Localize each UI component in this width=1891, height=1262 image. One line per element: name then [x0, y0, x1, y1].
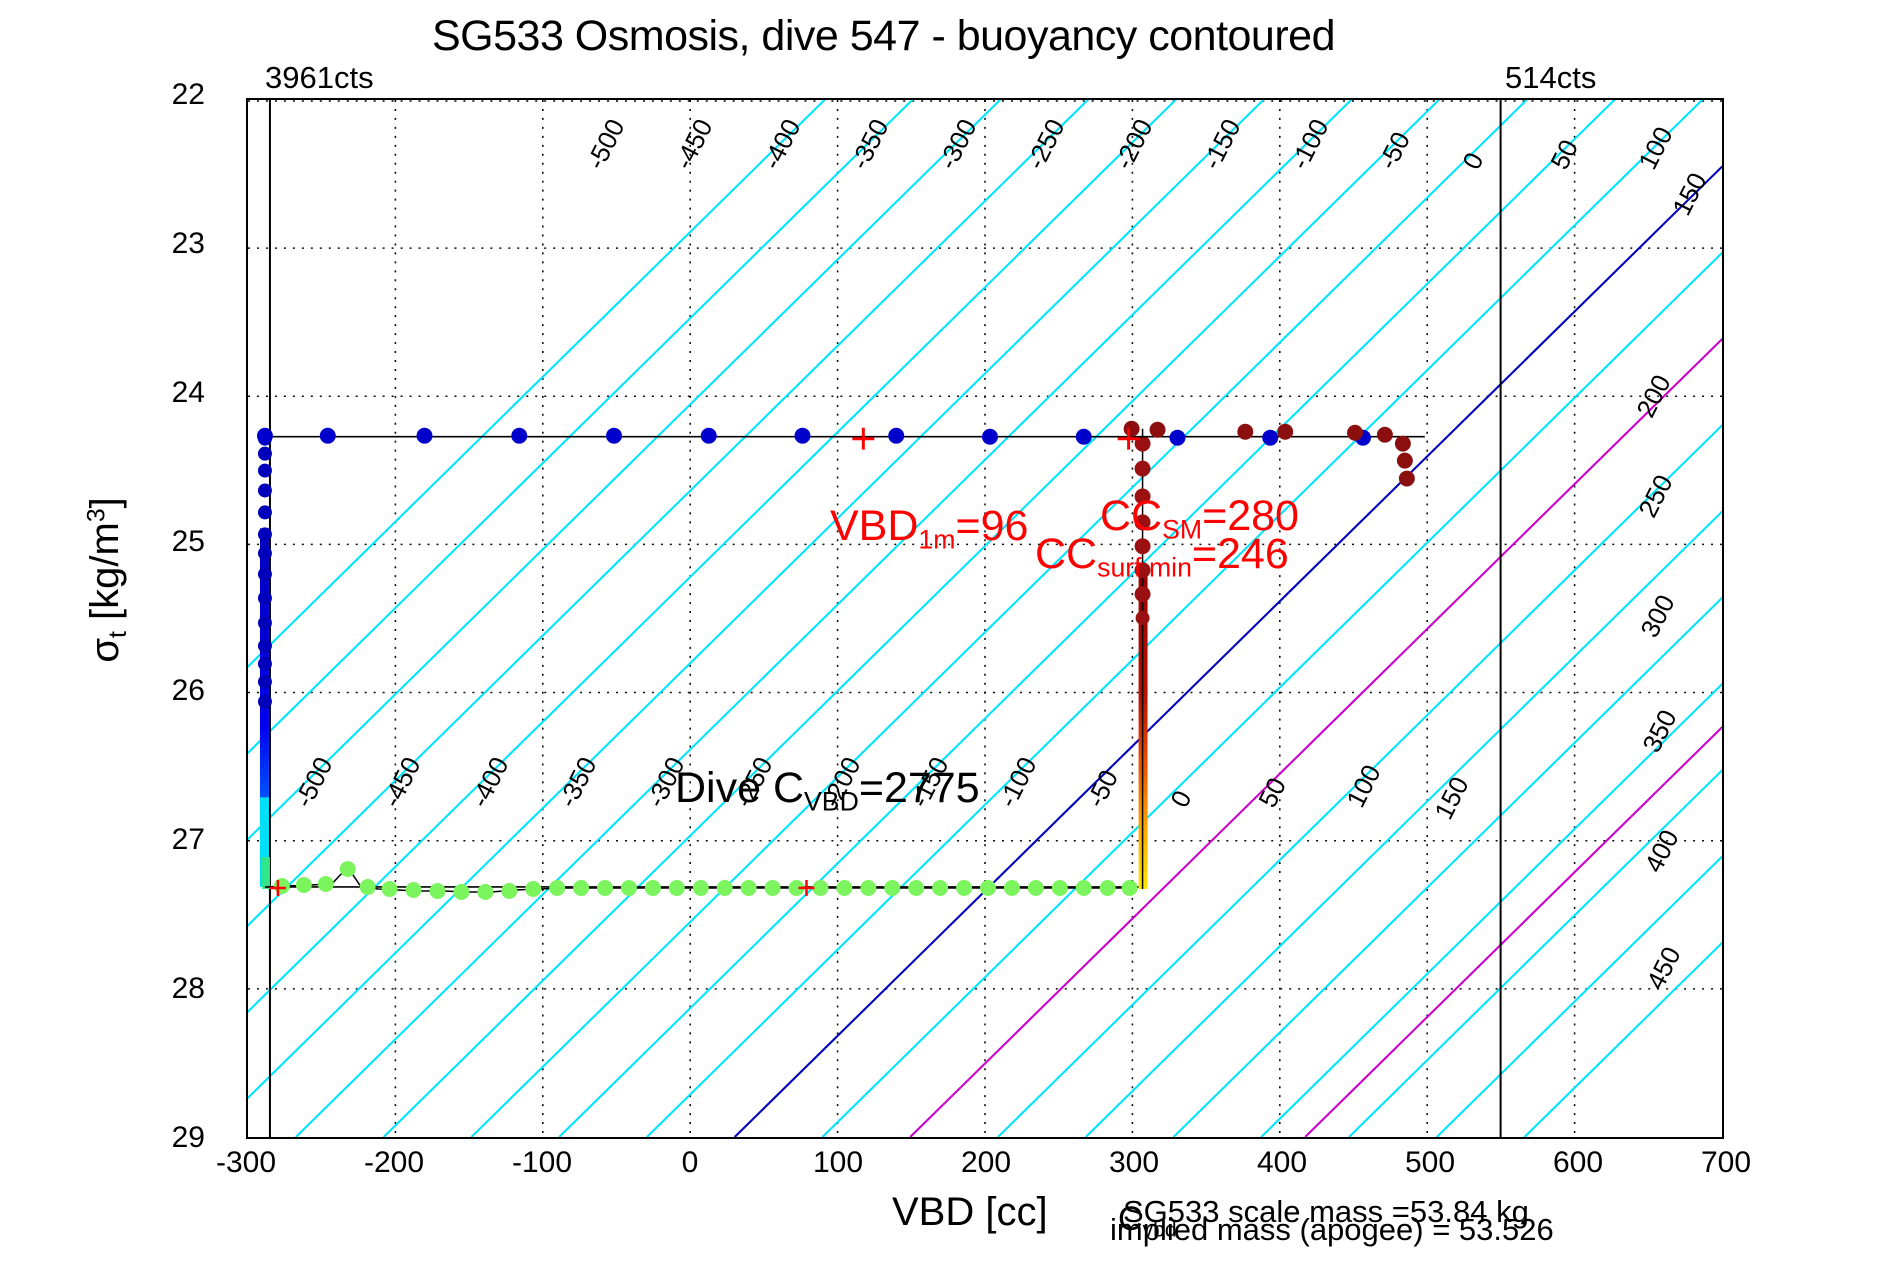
y-axis-title: σt [kg/m3] [83, 430, 133, 730]
xtick--200: -200 [363, 1146, 425, 1179]
xtick-600: 600 [1552, 1146, 1604, 1179]
y-axis-sigma: σ [83, 637, 128, 663]
annotation-dive-cvbd-value: =2775 [858, 764, 980, 812]
ytick-29: 29 [171, 1121, 205, 1154]
annotation-dive-cvbd-base: Dive C [675, 764, 805, 812]
y-axis-units: [kg/m [83, 522, 128, 632]
xtick--300: -300 [215, 1146, 277, 1179]
x-axis-title: VBD [cc] [892, 1190, 1048, 1234]
plot-area[interactable]: -500 -450 -400 -350 -300 -250 -200 -150 … [246, 98, 1724, 1139]
annotation-cc-surf-min-value: =246 [1191, 530, 1289, 578]
annotation-cc-sm: CCSM=280 [1100, 495, 1299, 543]
annotation-dive-cvbd-sub: VBD [804, 786, 859, 817]
chart-title-text: SG533 Osmosis, dive 547 - buoyancy conto… [431, 12, 1336, 60]
annotation-vbd-1m: VBD1m=96 [830, 505, 1028, 553]
annotation-cc-surf-min: CCsurf min=246 [1035, 533, 1289, 581]
ytick-28: 28 [171, 972, 205, 1005]
y-axis-exponent: 3 [83, 508, 111, 523]
ytick-22: 22 [171, 78, 205, 111]
annotation-vbd-1m-sub: 1m [918, 524, 956, 555]
ytick-27: 27 [171, 823, 205, 856]
y-axis-bracket-close: ] [83, 497, 128, 509]
xtick-400: 400 [1256, 1146, 1308, 1179]
footer-cvbd-symbol: Cvbd [1118, 1200, 1177, 1243]
y-axis-sigma-sub: t [104, 631, 132, 638]
annotation-cc-surf-min-sub: surf min [1097, 552, 1192, 583]
annotation-cc-sm-sub: SM [1162, 514, 1203, 545]
page-title: SG533 Osmosis, dive 547 - buoyancy conto… [0, 12, 1891, 61]
ytick-24: 24 [171, 376, 205, 409]
footer-cvbd-base: C [1118, 1200, 1143, 1238]
xtick-100: 100 [812, 1146, 864, 1179]
xtick-300: 300 [1108, 1146, 1160, 1179]
annotation-cc-sm-base: CC [1100, 492, 1163, 540]
xtick-700: 700 [1700, 1146, 1752, 1179]
xtick-0: 0 [681, 1146, 699, 1179]
xtick--100: -100 [511, 1146, 573, 1179]
annotation-cc-surf-min-base: CC [1035, 530, 1098, 578]
xtick-500: 500 [1404, 1146, 1456, 1179]
ytick-26: 26 [171, 674, 205, 707]
ytick-23: 23 [171, 227, 205, 260]
right-counts-label: 514cts [1505, 60, 1597, 95]
annotation-vbd-1m-base: VBD [830, 502, 919, 550]
annotation-vbd-1m-value: =96 [955, 502, 1029, 550]
annotation-cc-sm-value: =280 [1202, 492, 1299, 540]
footer-scale-mass: SG533 scale mass =53.84 kg [1123, 1194, 1529, 1229]
ytick-25: 25 [171, 525, 205, 558]
plot-svg [248, 100, 1722, 1137]
footer-implied-mass: implied mass (apogee) = 53.526 [1110, 1212, 1554, 1247]
footer-cvbd-sub: vbd [1142, 1218, 1177, 1242]
xtick-200: 200 [960, 1146, 1012, 1179]
left-counts-label: 3961cts [265, 60, 374, 95]
annotation-dive-cvbd: Dive CVBD=2775 [675, 767, 980, 815]
